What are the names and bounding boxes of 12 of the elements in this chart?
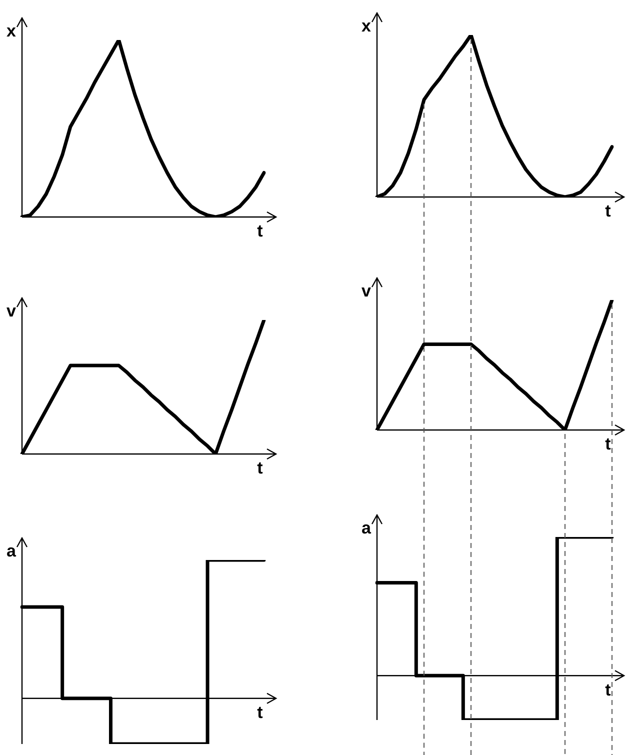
y-axis-title: v [362,282,372,301]
x-axis-title: t [605,202,612,221]
x-axis-title: t [257,222,264,241]
y-axis-title: a [362,518,372,538]
y-axis-title: x [6,22,17,41]
x-axis-title: t [605,434,612,454]
y-axis-title: x [362,16,372,36]
x-axis-title: t [257,703,264,722]
x-axis-title: t [257,458,264,478]
y-axis-title: a [6,542,17,561]
x-axis-title: t [605,680,612,700]
y-axis-title: v [6,302,17,321]
